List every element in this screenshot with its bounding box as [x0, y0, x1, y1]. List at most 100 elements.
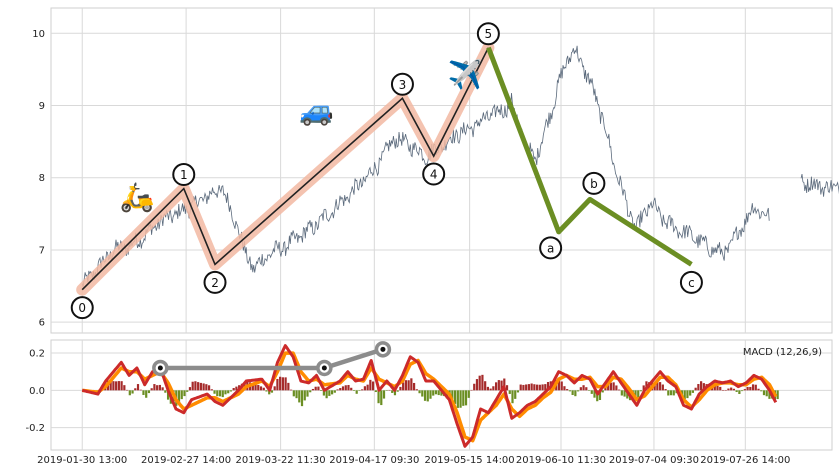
histogram-bar	[691, 390, 695, 393]
histogram-bar	[164, 390, 167, 393]
histogram-bar	[694, 387, 697, 391]
wave-point-marker	[390, 72, 414, 96]
histogram-bar	[451, 390, 454, 401]
trendline-point-center	[157, 365, 163, 371]
histogram-bar	[254, 384, 257, 391]
price-series	[81, 45, 839, 288]
histogram-bar	[352, 390, 356, 391]
histogram-bar	[166, 390, 170, 400]
histogram-bar	[536, 384, 539, 391]
histogram-bar	[505, 385, 509, 391]
correction-line	[486, 46, 693, 267]
histogram-bar	[404, 380, 407, 391]
histogram-bar	[158, 384, 161, 391]
airplane-icon: ✈️	[447, 57, 482, 91]
histogram-bar	[421, 390, 424, 397]
price-y-tick-label: 10	[32, 29, 45, 40]
impulse-line	[81, 47, 490, 291]
histogram-bar	[494, 382, 498, 391]
histogram-bar	[336, 389, 339, 391]
histogram-bar	[738, 390, 741, 394]
histogram-bar	[177, 390, 181, 403]
histogram-bar	[210, 389, 213, 391]
histogram-bar	[317, 386, 320, 391]
histogram-bar	[145, 390, 148, 398]
histogram-bar	[309, 390, 312, 393]
macd-y-tick-label: -0.2	[25, 423, 45, 434]
histogram-bar	[298, 390, 301, 403]
histogram-bar	[385, 390, 388, 391]
histogram-bar	[128, 390, 131, 396]
histogram-bar	[161, 387, 164, 391]
histogram-bar	[257, 384, 260, 391]
histogram-bar	[191, 381, 194, 391]
histogram-bar	[716, 385, 719, 391]
histogram-bar	[306, 390, 309, 397]
histogram-bar	[117, 381, 120, 391]
price-y-tick-label: 8	[39, 173, 45, 184]
histogram-bar	[623, 390, 626, 397]
histogram-bar	[768, 390, 771, 399]
histogram-bar	[432, 390, 435, 396]
histogram-bar	[153, 384, 156, 391]
histogram-bar	[618, 389, 621, 391]
histogram-bar	[620, 390, 623, 396]
histogram-bar	[388, 389, 391, 391]
x-tick-label: 2019-07-26 14:00	[700, 455, 790, 466]
histogram-bar	[273, 386, 276, 391]
histogram-bar	[579, 387, 582, 391]
histogram-bar	[749, 386, 752, 391]
histogram-bar	[418, 390, 421, 394]
histogram-bar	[281, 377, 284, 391]
histogram-bar	[497, 380, 500, 391]
histogram-bar	[339, 388, 342, 391]
wave-point-label: 5	[485, 27, 493, 41]
histogram-bar	[396, 390, 399, 392]
histogram-bar	[374, 390, 377, 393]
histogram-bar	[478, 375, 481, 391]
histogram-bar	[727, 388, 730, 391]
histogram-bar	[566, 389, 569, 391]
histogram-bar	[412, 382, 416, 391]
histogram-bar	[453, 390, 457, 404]
histogram-bar	[188, 387, 192, 391]
x-tick-label: 2019-06-10 11:30	[516, 455, 606, 466]
histogram-bar	[730, 387, 733, 391]
histogram-bar	[407, 380, 410, 391]
macd-y-tick-label: 0.2	[29, 349, 45, 360]
histogram-bar	[563, 386, 566, 391]
histogram-bar	[637, 390, 640, 398]
price-panel: 0 1 2 3 4 5 a b c 🛵 🚙 ✈️ 6 7 8 9 10	[32, 7, 839, 334]
histogram-bar	[139, 389, 142, 391]
histogram-bar	[765, 390, 768, 397]
emoji-markers: 🛵 🚙 ✈️	[119, 57, 482, 214]
car-icon: 🚙	[299, 94, 334, 127]
histogram-bar	[475, 379, 479, 391]
histogram-bar	[270, 390, 274, 393]
histogram-bar	[218, 390, 222, 397]
histogram-bar	[292, 390, 295, 397]
histogram-bar	[358, 390, 361, 391]
histogram-bar	[659, 382, 662, 391]
histogram-bar	[486, 386, 489, 391]
histogram-bar	[369, 379, 372, 391]
histogram-bar	[330, 390, 334, 395]
histogram-bar	[601, 390, 604, 393]
histogram-bar	[525, 384, 528, 391]
histogram-bar	[194, 381, 197, 391]
histogram-bar	[735, 390, 738, 392]
histogram-bar	[410, 378, 413, 391]
wave-point-label: c	[688, 276, 695, 290]
histogram-bar	[724, 390, 727, 391]
histogram-bar	[500, 380, 503, 391]
histogram-bar	[661, 384, 664, 391]
histogram-bar	[741, 390, 744, 392]
macd-line	[81, 344, 778, 448]
wave-point-marker	[476, 22, 500, 46]
histogram-bar	[289, 389, 293, 391]
histogram-bar	[516, 390, 520, 393]
histogram-bar	[259, 386, 263, 391]
macd-legend-label: MACD (12,26,9)	[743, 347, 822, 358]
histogram-bar	[393, 390, 397, 396]
